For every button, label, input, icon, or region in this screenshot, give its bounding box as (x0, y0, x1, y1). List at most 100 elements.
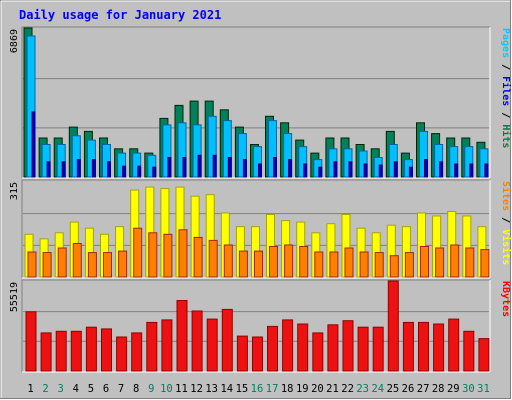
bar-files-day-29 (449, 146, 459, 178)
bar-files-day-6 (102, 144, 111, 178)
x-tick-label: 23 (356, 383, 369, 395)
bar-kbytes-day-21 (327, 324, 339, 372)
bar-pages-day-7 (122, 165, 127, 178)
bar-sites-day-6 (103, 252, 112, 278)
bar-files-day-1 (26, 35, 36, 178)
bar-pages-day-25 (393, 161, 398, 178)
x-tick-label: 5 (88, 383, 94, 395)
bar-kbytes-day-5 (85, 326, 97, 372)
bar-pages-day-24 (378, 164, 383, 178)
bar-pages-day-29 (454, 163, 459, 178)
bar-sites-day-19 (299, 246, 309, 278)
bar-sites-day-26 (404, 252, 414, 278)
bar-kbytes-day-11 (176, 300, 188, 372)
bar-kbytes-day-12 (191, 310, 203, 372)
bar-pages-day-20 (318, 166, 323, 178)
bar-pages-day-12 (197, 154, 202, 178)
x-tick-label: 4 (73, 383, 79, 395)
bar-pages-day-16 (258, 163, 262, 178)
bar-sites-day-28 (435, 247, 445, 278)
bar-kbytes-day-29 (448, 318, 460, 372)
bar-kbytes-day-31 (478, 338, 490, 372)
bar-files-day-2 (41, 144, 51, 178)
series-pages (31, 111, 489, 178)
bar-sites-day-14 (223, 244, 233, 278)
bar-sites-day-15 (238, 250, 248, 278)
bar-sites-day-25 (389, 255, 399, 278)
bar-kbytes-day-8 (131, 332, 143, 372)
bar-files-day-11 (177, 122, 187, 178)
bar-files-day-3 (56, 144, 66, 178)
series-legend: Pages / Files / Hits (500, 28, 512, 148)
bar-pages-day-22 (348, 161, 353, 178)
bar-sites-day-23 (359, 251, 369, 278)
bar-sites-day-18 (284, 244, 294, 278)
bar-sites-day-3 (57, 247, 67, 278)
x-tick-label: 6 (103, 383, 109, 395)
bar-kbytes-day-2 (40, 332, 52, 372)
bar-sites-day-4 (72, 243, 82, 278)
x-tick-label: 12 (190, 383, 203, 395)
bar-pages-day-21 (333, 161, 338, 178)
bar-pages-day-3 (61, 161, 66, 178)
bar-pages-day-30 (469, 163, 474, 178)
series-kbytes (25, 280, 490, 372)
bar-kbytes-day-19 (297, 323, 309, 372)
series-legend: KBytes (500, 281, 511, 317)
bar-pages-day-17 (273, 157, 277, 178)
bar-files-day-10 (162, 124, 172, 178)
panel-kbytes: 55519 KBytes (9, 279, 511, 373)
bar-kbytes-day-10 (161, 319, 173, 372)
x-tick-label: 18 (281, 383, 294, 395)
bar-sites-day-11 (178, 229, 188, 278)
max-value-label: 55519 (9, 282, 20, 312)
x-tick-label: 30 (462, 383, 475, 395)
x-tick-label: 8 (133, 383, 139, 395)
bar-kbytes-day-22 (342, 320, 354, 372)
x-tick-label: 17 (266, 383, 279, 395)
legend-hits: Hits (500, 124, 512, 148)
series-sites (27, 227, 490, 278)
bar-files-day-4 (71, 135, 81, 178)
bar-kbytes-day-27 (418, 321, 429, 372)
bar-sites-day-10 (163, 233, 173, 278)
bar-pages-day-2 (46, 161, 51, 178)
x-tick-label: 1 (27, 383, 33, 395)
bar-sites-day-24 (374, 252, 384, 278)
bar-files-day-5 (86, 139, 96, 178)
bar-files-day-19 (298, 146, 308, 178)
bar-files-day-25 (388, 144, 398, 178)
bar-pages-day-15 (242, 159, 247, 178)
x-tick-label: 11 (175, 383, 188, 395)
bar-kbytes-day-13 (206, 318, 218, 372)
bar-kbytes-day-26 (402, 321, 414, 372)
bar-pages-day-23 (363, 163, 368, 178)
bar-sites-day-30 (465, 247, 475, 278)
x-tick-label: 20 (311, 383, 324, 395)
bar-kbytes-day-28 (433, 323, 445, 372)
bar-pages-day-13 (212, 154, 217, 178)
bar-files-day-15 (237, 133, 247, 178)
bar-sites-day-31 (480, 249, 490, 278)
bar-pages-day-6 (107, 161, 111, 178)
bar-files-day-14 (222, 120, 232, 178)
bar-files-day-9 (147, 154, 157, 178)
bar-kbytes-day-6 (101, 328, 112, 372)
bar-files-day-13 (207, 115, 217, 178)
x-tick-label: 27 (417, 383, 430, 395)
bar-pages-day-19 (303, 163, 308, 178)
bar-sites-day-29 (450, 244, 460, 278)
max-value-label: 315 (9, 182, 20, 200)
bar-kbytes-day-14 (221, 308, 233, 372)
x-tick-label: 29 (447, 383, 460, 395)
bar-pages-day-11 (182, 157, 187, 178)
x-tick-label: 13 (205, 383, 218, 395)
x-tick-label: 24 (371, 383, 384, 395)
x-tick-label: 9 (148, 383, 154, 395)
panel-visits-sites: 315 Sites / Visits (9, 179, 512, 279)
x-tick-label: 15 (236, 383, 249, 395)
bar-kbytes-day-18 (282, 319, 294, 372)
bar-files-day-31 (479, 148, 489, 178)
bar-sites-day-7 (118, 250, 128, 278)
legend-files: Files (500, 76, 512, 106)
